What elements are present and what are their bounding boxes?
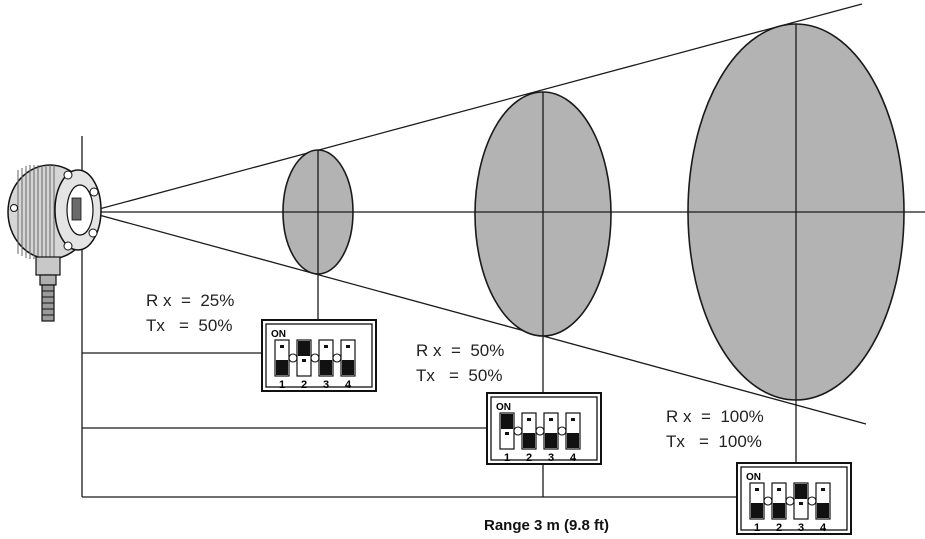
dip-connector [332, 353, 342, 363]
dip-connector [807, 496, 817, 506]
beam-upper-line [87, 3, 863, 213]
dip-on-label: ON [271, 329, 286, 340]
dip-number-3: 3 [798, 522, 804, 534]
set1-rx-label: R x = 25% [146, 291, 234, 310]
dip-number-4: 4 [570, 452, 577, 464]
dip-connector [513, 426, 523, 436]
set3-rx-label: R x = 100% [666, 407, 764, 426]
dip-toggle-1 [499, 412, 515, 450]
dip-switch-set-3: ON 1 2 3 4 [736, 462, 852, 535]
set3-tx-label: Tx = 100% [666, 432, 762, 451]
dip-connector [535, 426, 545, 436]
dip-number-1: 1 [504, 452, 510, 464]
dip-number-1: 1 [279, 379, 285, 391]
dip-toggle-2 [296, 339, 312, 377]
dip-number-4: 4 [820, 522, 827, 534]
dip-toggle-1 [749, 482, 765, 520]
dip-number-4: 4 [345, 379, 352, 391]
beam-lower-line [87, 211, 867, 425]
dip-toggle-2 [771, 482, 787, 520]
dip-connector [785, 496, 795, 506]
set2-rx-label: R x = 50% [416, 341, 504, 360]
dip-connector [310, 353, 320, 363]
dip-switch-set-1: ON 1 2 3 4 [261, 319, 377, 392]
dip-number-3: 3 [548, 452, 554, 464]
dip-toggle-3 [318, 339, 334, 377]
dip-on-label: ON [496, 402, 511, 413]
dip-toggle-3 [793, 482, 809, 520]
dip-toggle-4 [815, 482, 831, 520]
dip-toggle-3 [543, 412, 559, 450]
dip-connector [288, 353, 298, 363]
set1-tx-label: Tx = 50% [146, 316, 232, 335]
dip-number-2: 2 [776, 522, 782, 534]
sensor-device-icon [7, 164, 102, 322]
dip-toggle-1 [274, 339, 290, 377]
dip-switch-set-2: ON 1 2 3 4 [486, 392, 602, 465]
dip-toggle-4 [565, 412, 581, 450]
range-label: Range 3 m (9.8 ft) [484, 517, 609, 534]
set2-tx-label: Tx = 50% [416, 366, 502, 385]
dip-connector [557, 426, 567, 436]
dip-number-2: 2 [526, 452, 532, 464]
dip-on-label: ON [746, 472, 761, 483]
dip-number-1: 1 [754, 522, 760, 534]
dip-toggle-4 [340, 339, 356, 377]
dip-number-2: 2 [301, 379, 307, 391]
dip-connector [763, 496, 773, 506]
dip-toggle-2 [521, 412, 537, 450]
dip-number-3: 3 [323, 379, 329, 391]
